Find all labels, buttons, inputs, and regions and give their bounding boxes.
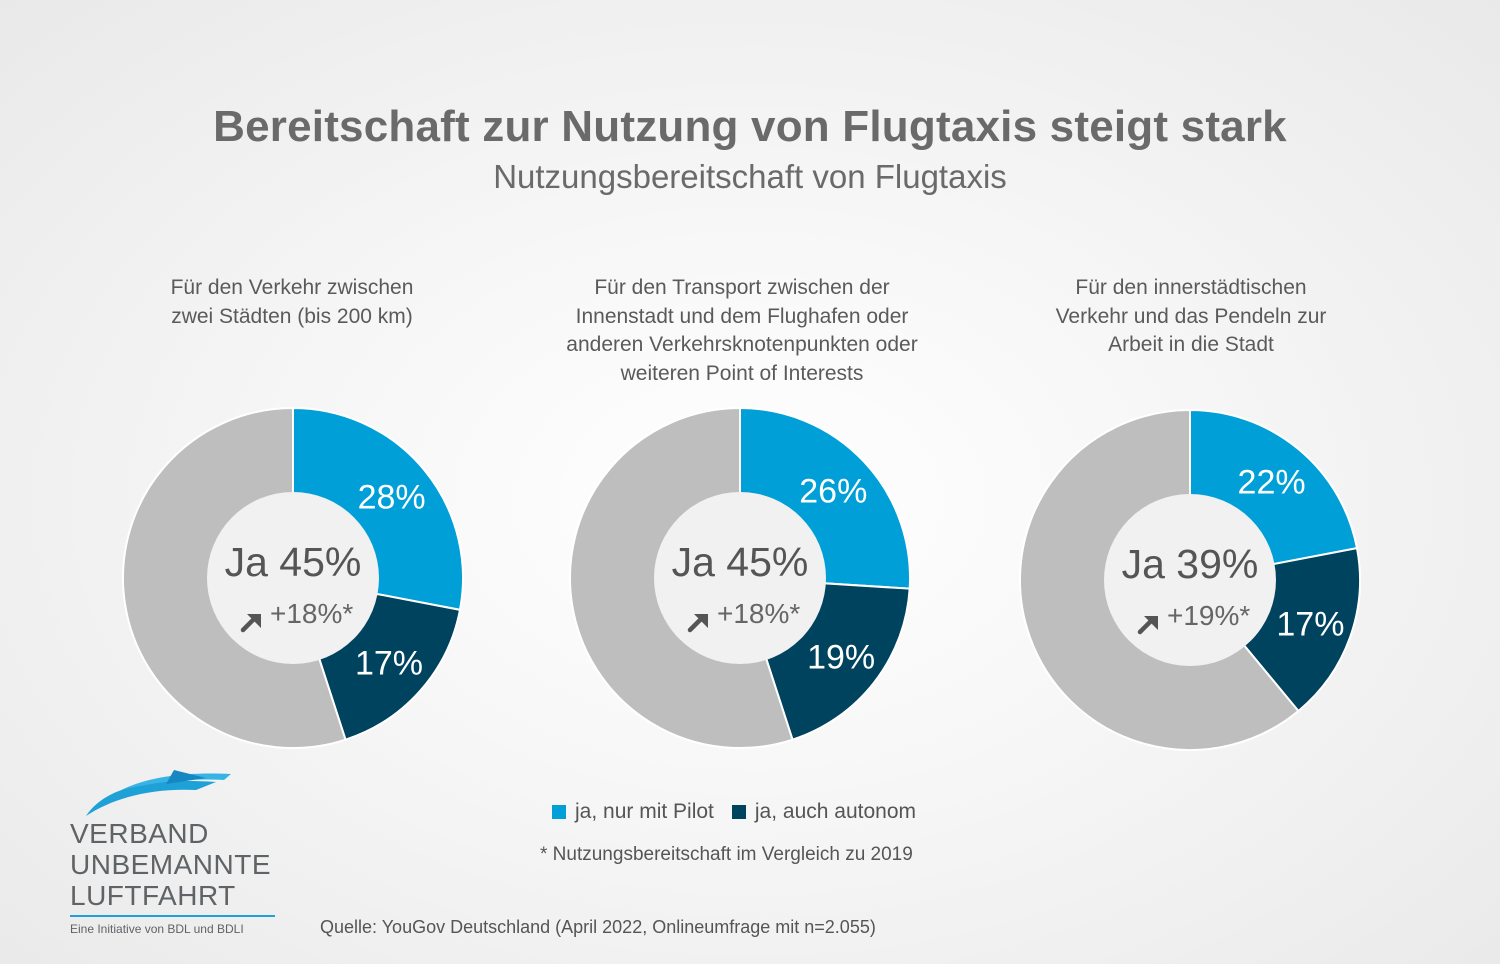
donut-3-label-pilot: 22%: [1238, 463, 1306, 501]
caption-line: anderen Verkehrsknotenpunkten oder: [566, 333, 918, 356]
arrow-up-right-icon: [687, 614, 708, 633]
caption-line: Für den Verkehr zwischen: [170, 276, 414, 299]
legend-item-pilot: ja, nur mit Pilot: [552, 800, 714, 824]
caption-line: Innenstadt und dem Flughafen oder: [575, 304, 909, 328]
logo: VERBAND UNBEMANNTE LUFTFAHRT Eine Initia…: [66, 768, 286, 948]
donut-1-change-label: +18%*: [270, 598, 353, 629]
legend-label-autonom: ja, auch autonom: [754, 800, 916, 823]
donut-3-change-label: +19%*: [1167, 600, 1250, 631]
caption-line: Verkehr und das Pendeln zur: [1055, 304, 1327, 328]
caption-line: zwei Städten (bis 200 km): [171, 304, 413, 328]
donut-2-label-autonom: 19%: [807, 638, 875, 676]
logo-line-1: VERBAND: [70, 818, 209, 849]
legend-item-autonom: ja, auch autonom: [731, 800, 916, 824]
caption-line: Für den innerstädtischen: [1075, 276, 1307, 299]
caption-line: weiteren Point of Interests: [620, 361, 864, 385]
donut-2-center-label: Ja 45%: [672, 539, 809, 585]
caption-line: Für den Transport zwischen der: [594, 276, 890, 299]
caption-chart-2: Für den Transport zwischen der Innenstad…: [522, 274, 962, 388]
legend: ja, nur mit Pilot ja, auch autonom: [552, 800, 934, 824]
chart-title: Bereitschaft zur Nutzung von Flugtaxis s…: [213, 102, 1287, 151]
legend-swatch-pilot: [552, 805, 566, 819]
caption-chart-3: Für den innerstädtischen Verkehr und das…: [971, 274, 1411, 360]
logo-tagline: Eine Initiative von BDL und BDLI: [70, 922, 244, 936]
legend-swatch-autonom: [731, 805, 746, 819]
chart-subtitle: Nutzungsbereitschaft von Flugtaxis: [493, 158, 1007, 195]
logo-wing-icon: [86, 770, 231, 816]
legend-label-pilot: ja, nur mit Pilot: [575, 800, 714, 823]
logo-line-3: LUFTFAHRT: [70, 880, 236, 911]
donut-2-label-pilot: 26%: [799, 472, 867, 510]
footnote: * Nutzungsbereitschaft im Vergleich zu 2…: [540, 844, 913, 865]
donut-2-change-label: +18%*: [717, 598, 800, 629]
donut-1-center-label: Ja 45%: [225, 539, 362, 585]
source-note: Quelle: YouGov Deutschland (April 2022, …: [320, 917, 876, 937]
caption-line: Arbeit in die Stadt: [1108, 333, 1274, 356]
donut-1-label-pilot: 28%: [358, 478, 426, 516]
caption-chart-1: Für den Verkehr zwischen zwei Städten (b…: [72, 274, 512, 331]
arrow-up-right-icon: [240, 614, 261, 633]
logo-divider: [70, 915, 275, 917]
donut-1-label-autonom: 17%: [355, 645, 423, 683]
donut-3-center-label: Ja 39%: [1122, 541, 1259, 587]
donut-3-label-autonom: 17%: [1276, 605, 1344, 643]
logo-line-2: UNBEMANNTE: [70, 849, 272, 880]
arrow-up-right-icon: [1137, 616, 1158, 635]
